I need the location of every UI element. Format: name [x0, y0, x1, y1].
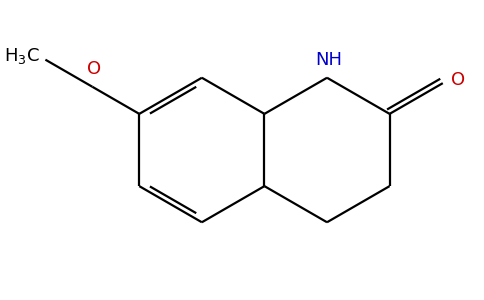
Text: O: O [452, 70, 466, 88]
Text: O: O [87, 60, 101, 78]
Text: NH: NH [315, 51, 342, 69]
Text: H$_3$C: H$_3$C [4, 46, 40, 66]
